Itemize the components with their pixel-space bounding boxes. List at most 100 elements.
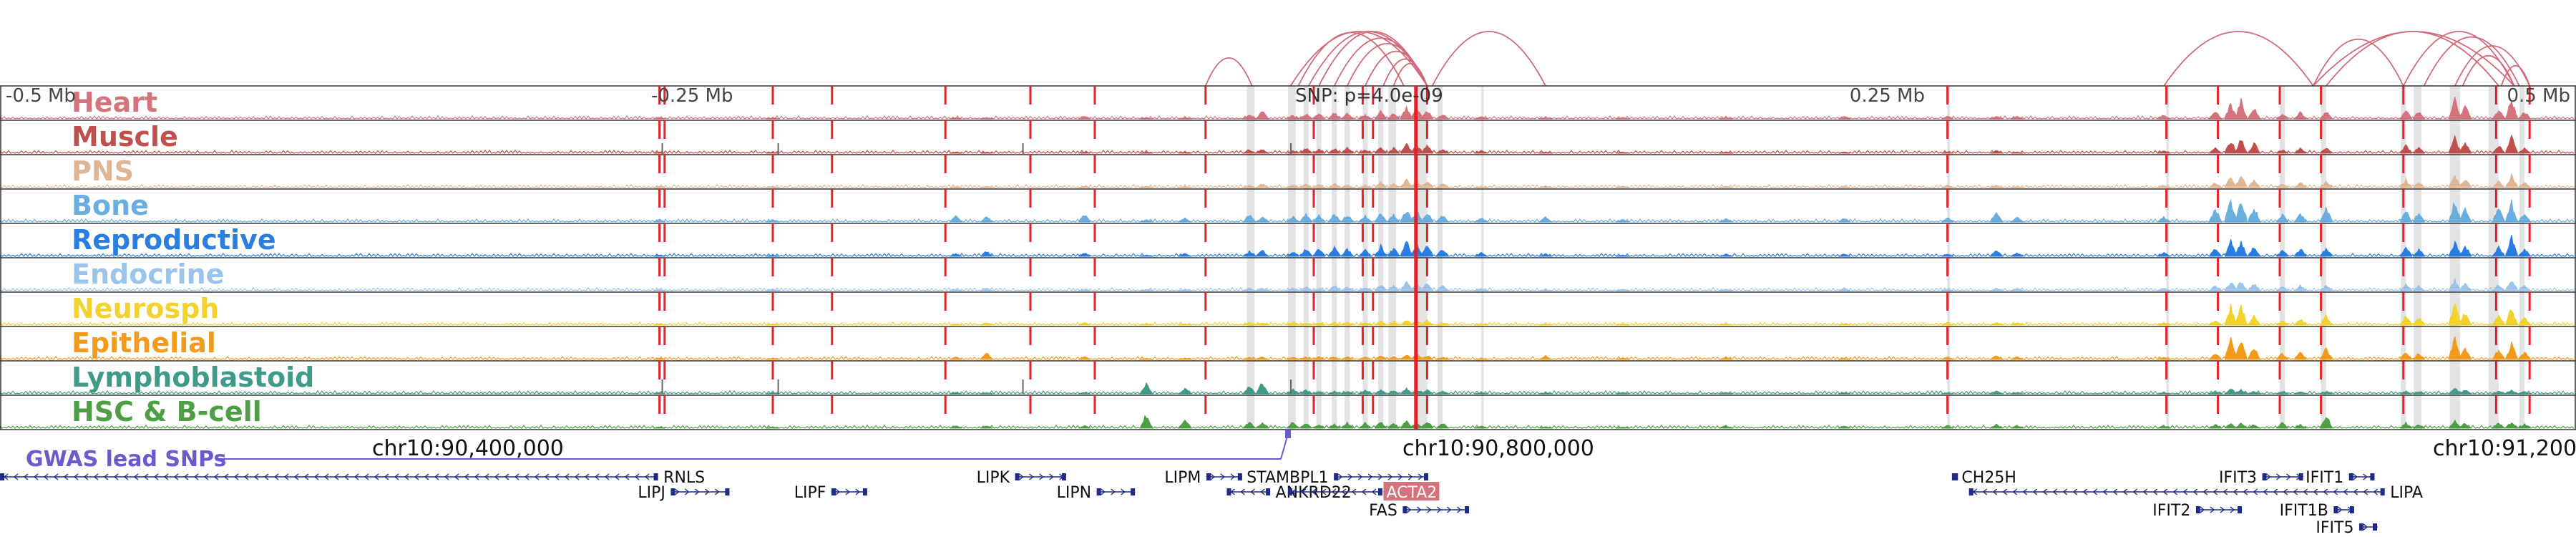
track-peak [1539, 323, 1552, 326]
track-peak [2399, 177, 2412, 188]
track-peak [1140, 289, 1153, 291]
gene-strand-arrow [484, 473, 489, 480]
track-peak [1400, 320, 1413, 326]
gene-strand-arrow [2363, 488, 2368, 495]
track-peak [1078, 425, 1091, 429]
track-peak [950, 425, 962, 429]
gene-strand-arrow [2102, 488, 2108, 495]
gene-strand-arrow [2333, 488, 2338, 495]
gene-label-ifit1: IFIT1 [2306, 469, 2343, 487]
track-peak [950, 289, 962, 291]
gene-strand-arrow [524, 473, 530, 480]
track-peak [653, 357, 666, 360]
gene-strand-arrow [364, 473, 369, 480]
track-peak [1312, 213, 1325, 223]
track-peak [1420, 319, 1433, 326]
gene-exon [1968, 488, 1974, 495]
track-peak [2320, 206, 2333, 223]
track-peak [2235, 203, 2248, 223]
track-peak [1838, 218, 1851, 223]
track-peak [2276, 213, 2289, 223]
track-peak [1179, 387, 1191, 395]
gene-strand-arrow [474, 473, 479, 480]
track-peak [1838, 323, 1851, 326]
track-peak [2276, 286, 2289, 291]
track-peak [653, 117, 666, 120]
gene-strand-arrow [1387, 473, 1393, 480]
track-peak [2459, 245, 2472, 257]
track-peak [1475, 150, 1488, 154]
track-peak [2235, 388, 2248, 395]
gene-strand-arrow [1049, 473, 1054, 480]
offset-tick-labels: -0.5 Mb -0.25 Mb 0.25 Mb 0.5 Mb SNP: p=4.0e-… [6, 85, 2576, 461]
track-peak [766, 185, 779, 188]
track-peak [2209, 209, 2222, 223]
track-peak [1420, 246, 1433, 257]
track-peak [2459, 206, 2472, 223]
gene-strand-arrow [2032, 488, 2038, 495]
track-peak [1838, 392, 1851, 395]
track-label-3: Bone [72, 190, 149, 221]
track-peak [1387, 390, 1400, 395]
interaction-arc [1308, 31, 1428, 87]
track-peak [1719, 425, 1732, 429]
track-peak [1838, 425, 1851, 429]
gene-strand-arrow [1210, 473, 1216, 480]
track-peak [1387, 284, 1400, 291]
track-peak [2225, 198, 2238, 223]
track-peak [653, 323, 666, 326]
gene-strand-arrow [1230, 473, 1236, 480]
track-peak [1287, 357, 1299, 360]
gene-strand-arrow [684, 488, 690, 495]
gene-strand-arrow [1407, 473, 1413, 480]
track-peak [1256, 249, 1269, 257]
interaction-arcs [1204, 31, 2531, 87]
track-peak [950, 253, 962, 257]
track-noise-5 [0, 287, 2575, 291]
gene-strand-arrow [2192, 488, 2198, 495]
track-peak [2276, 320, 2289, 326]
track-peak [2248, 314, 2260, 326]
track-peak [980, 251, 993, 257]
track-peak [2505, 199, 2518, 223]
track-peak [1341, 216, 1354, 223]
track-peak [1616, 151, 1629, 154]
track-peak [1387, 321, 1400, 326]
track-peak [766, 426, 779, 429]
track-peak [2235, 241, 2248, 257]
track-peak [1140, 254, 1153, 257]
track-peak [1616, 219, 1629, 223]
gwas-lead-snps: GWAS lead SNPs [26, 430, 1291, 472]
track-peak [2505, 422, 2518, 429]
gene-strand-arrow [2002, 488, 2008, 495]
track-peak [950, 357, 962, 360]
track-peak [2235, 282, 2248, 291]
track-peak [2459, 282, 2472, 291]
track-label-5: Endocrine [72, 258, 224, 290]
track-peak [1990, 211, 2003, 223]
gene-strand-arrow [1250, 488, 1255, 495]
track-peak [766, 323, 779, 326]
track-peak [2276, 391, 2289, 395]
track-peak [2294, 319, 2307, 326]
track-peak [1341, 146, 1354, 154]
track-peak [2492, 146, 2505, 154]
track-peak [2492, 314, 2505, 326]
gene-strand-arrow [1456, 506, 1462, 513]
track-peak [1341, 356, 1354, 360]
track-peak [766, 357, 779, 360]
gene-strand-arrow [2132, 488, 2138, 495]
track-peak [1990, 423, 2003, 429]
gene-strand-arrow [2276, 473, 2281, 480]
track-peak [1539, 392, 1552, 395]
gene-strand-arrow [855, 488, 861, 495]
gene-label-stambpl1: STAMBPL1 [1246, 469, 1328, 487]
track-peak [1299, 114, 1312, 120]
track-peak [2492, 110, 2505, 120]
track-peak [2157, 150, 2170, 154]
gene-strand-arrow [1992, 488, 1998, 495]
track-peak [1243, 387, 1256, 395]
gene-strand-arrow [374, 473, 379, 480]
track-peak [1475, 323, 1488, 326]
track-noise-0 [0, 115, 2575, 120]
